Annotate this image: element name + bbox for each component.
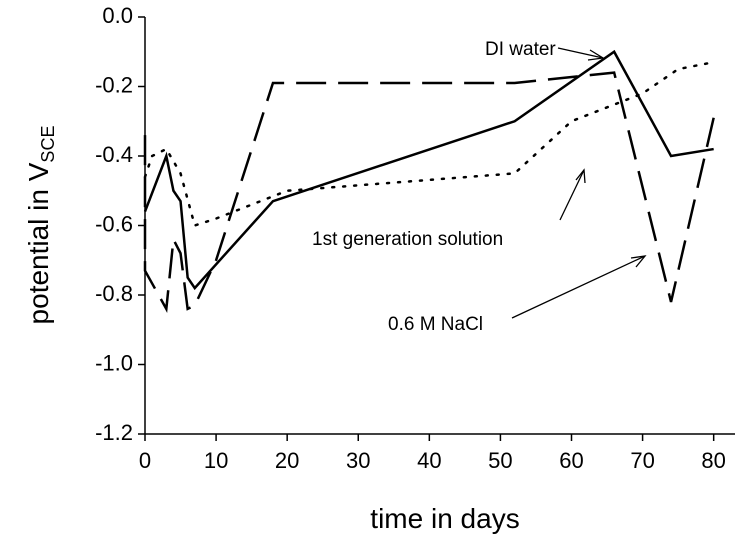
x-tick-label: 60 (559, 448, 583, 473)
series-line (143, 71, 715, 313)
y-tick-label: -0.6 (95, 211, 133, 236)
x-tick-label: 30 (346, 448, 370, 473)
x-tick-label: 70 (630, 448, 654, 473)
y-tick-label: -0.8 (95, 281, 133, 306)
annotation: 1st generation solution (312, 229, 503, 250)
y-axis-label: potential in VSCE (23, 126, 58, 325)
x-axis-label: time in days (370, 503, 519, 534)
y-tick-label: -0.2 (95, 72, 133, 97)
y-tick-label: 0.0 (102, 3, 133, 28)
y-tick-label: -1.0 (95, 350, 133, 375)
annotation: 0.6 M NaCl (388, 314, 483, 335)
series-line (143, 49, 714, 291)
annotation: DI water (485, 39, 556, 60)
x-tick-label: 80 (701, 448, 725, 473)
x-tick-label: 20 (275, 448, 299, 473)
annotation-arrows (511, 47, 647, 319)
y-tick-label: -0.4 (95, 142, 133, 167)
x-tick-label: 50 (488, 448, 512, 473)
x-tick-label: 40 (417, 448, 441, 473)
x-tick-label: 0 (139, 448, 151, 473)
y-axis-label-text: potential in V (23, 162, 54, 324)
y-tick-label: -1.2 (95, 420, 133, 445)
x-tick-label: 10 (204, 448, 228, 473)
series-line (143, 60, 715, 228)
y-axis-label-subscript: SCE (38, 126, 58, 163)
